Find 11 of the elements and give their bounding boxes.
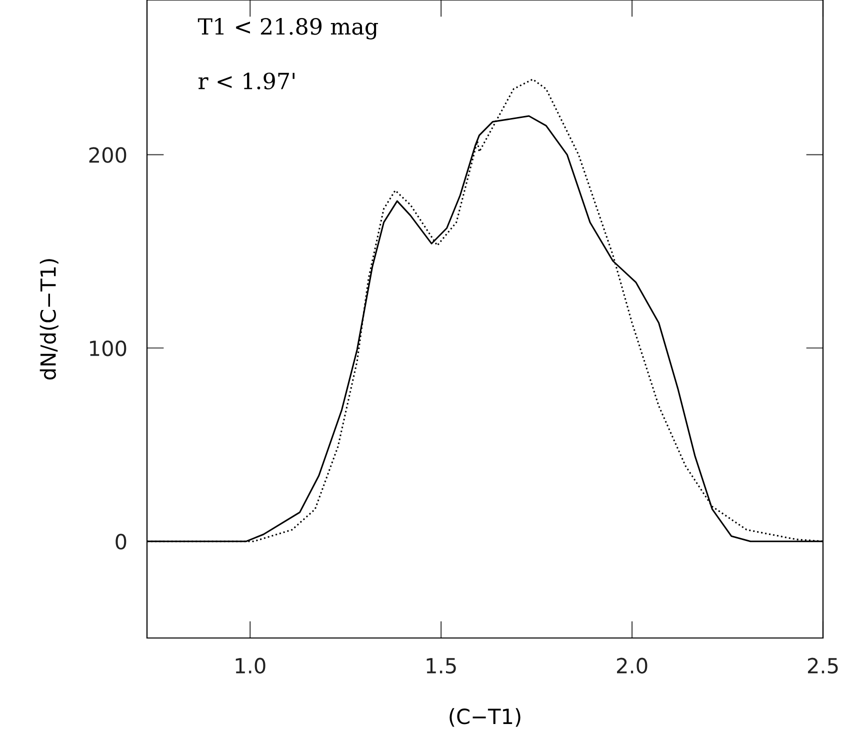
x-axis-title: (C−T1) — [450, 708, 520, 727]
x-tick-label: 2.5 — [808, 658, 838, 674]
annotation: T1 < 21.89 mag — [198, 18, 378, 40]
y-tick-label: 0 — [116, 534, 126, 550]
x-tick-label: 1.5 — [426, 658, 456, 674]
annotation: r < 1.97' — [198, 72, 294, 90]
x-tick-label: 1.0 — [236, 658, 266, 674]
x-tick-label: 2.0 — [617, 658, 648, 674]
y-tick-label: 100 — [90, 340, 126, 356]
y-tick-label: 200 — [89, 147, 126, 163]
y-axis-title: dN/d(C−T1) — [40, 259, 58, 380]
